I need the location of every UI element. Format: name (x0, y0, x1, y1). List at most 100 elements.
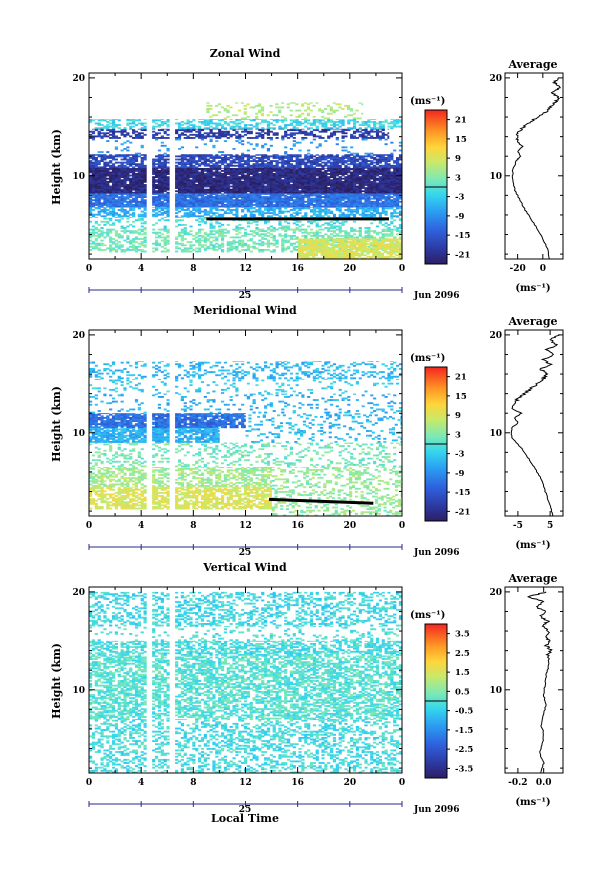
heatmap-cell (275, 160, 279, 162)
heatmap-cell (298, 161, 302, 164)
heatmap-cell (117, 207, 121, 208)
heatmap-cell (94, 180, 98, 183)
heatmap-cell (264, 171, 268, 174)
heatmap-cell (396, 156, 400, 159)
heatmap-cell (266, 127, 271, 130)
heatmap-cell (298, 225, 302, 228)
heatmap-cell (134, 182, 139, 185)
heatmap-cell (157, 154, 162, 156)
heatmap-cell (100, 156, 104, 159)
heatmap-cell (364, 179, 368, 182)
heatmap-cell (111, 222, 116, 225)
heatmap-cell (218, 122, 222, 125)
heatmap-cell (243, 185, 248, 188)
heatmap-cell (278, 177, 282, 180)
heatmap-cell (243, 128, 248, 130)
heatmap-cell (330, 119, 334, 122)
heatmap-cell (134, 135, 139, 138)
heatmap-cell (218, 191, 222, 194)
heatmap-cell (307, 191, 311, 194)
heatmap-cell (249, 166, 253, 169)
heatmap-cell (132, 193, 136, 195)
heatmap-cell (100, 128, 104, 130)
heatmap-cell (266, 149, 271, 152)
heatmap-cell (100, 187, 104, 190)
heatmap-cell (143, 125, 147, 128)
heatmap-cell (298, 109, 302, 112)
heatmap-cell (255, 220, 259, 223)
heatmap-cell (352, 191, 357, 194)
heatmap-cell (195, 167, 199, 169)
heatmap-cell (117, 164, 121, 167)
heatmap-cell (324, 129, 328, 132)
heatmap-cell (120, 182, 124, 185)
heatmap-cell (123, 161, 127, 164)
heatmap-cell (301, 185, 305, 188)
heatmap-cell (206, 185, 210, 188)
heatmap-cell (266, 177, 271, 180)
heatmap-cell (163, 155, 167, 158)
heatmap-cell (154, 179, 159, 182)
heatmap-cell (255, 164, 259, 167)
heatmap-cell (198, 223, 202, 226)
heatmap-cell (327, 166, 331, 169)
heatmap-cell (266, 129, 271, 132)
heatmap-cell (289, 147, 294, 150)
heatmap-cell (183, 169, 187, 172)
heatmap-cell (292, 137, 296, 139)
heatmap-cell (100, 182, 104, 185)
heatmap-cell (298, 193, 302, 195)
heatmap-cell (272, 203, 276, 206)
heatmap-cell (261, 144, 265, 147)
heatmap-cell (137, 176, 141, 179)
heatmap-cell (306, 112, 310, 115)
heatmap-cell (289, 185, 294, 188)
heatmap-cell (281, 173, 285, 175)
heatmap-cell (229, 191, 233, 194)
heatmap-cell (341, 119, 345, 122)
heatmap-cell (129, 168, 133, 171)
heatmap-cell (398, 190, 403, 193)
heatmap-cell (289, 166, 294, 169)
heatmap-cell (186, 190, 190, 193)
heatmap-cell (361, 166, 365, 169)
heatmap-cell (212, 174, 216, 177)
heatmap-cell (390, 196, 394, 199)
heatmap-cell (327, 156, 331, 159)
heatmap-cell (134, 185, 139, 188)
heatmap-cell (373, 128, 377, 130)
heatmap-cell (295, 164, 299, 167)
heatmap-cell (140, 180, 144, 183)
heatmap-cell (123, 154, 127, 156)
heatmap-cell (215, 135, 219, 138)
heatmap-cell (175, 169, 179, 172)
heatmap-cell (338, 103, 342, 106)
heatmap-cell (295, 174, 299, 177)
heatmap-cell (212, 166, 216, 169)
heatmap-cell (198, 207, 202, 208)
heatmap-cell (241, 154, 245, 156)
heatmap-cell (350, 193, 354, 195)
heatmap-cell (235, 187, 239, 190)
heatmap-cell (140, 177, 144, 180)
heatmap-cell (327, 191, 331, 194)
heatmap-cell (396, 164, 400, 167)
heatmap-cell (378, 191, 382, 194)
heatmap-cell (304, 212, 308, 215)
heatmap-cell (327, 128, 331, 130)
heatmap-cell (134, 191, 139, 194)
heatmap-cell (249, 177, 253, 180)
heatmap-cell (347, 182, 351, 185)
heatmap-cell (289, 188, 294, 191)
heatmap-cell (252, 169, 256, 172)
heatmap-cell (97, 151, 101, 153)
heatmap-cell (361, 112, 364, 115)
heatmap-cell (166, 133, 170, 136)
heatmap-cell (312, 122, 316, 125)
heatmap-cell (175, 177, 179, 180)
heatmap-cell (349, 114, 353, 117)
heatmap-cell (303, 102, 308, 104)
heatmap-cell (223, 127, 228, 130)
heatmap-cell (338, 207, 342, 208)
heatmap-cell (381, 187, 385, 190)
